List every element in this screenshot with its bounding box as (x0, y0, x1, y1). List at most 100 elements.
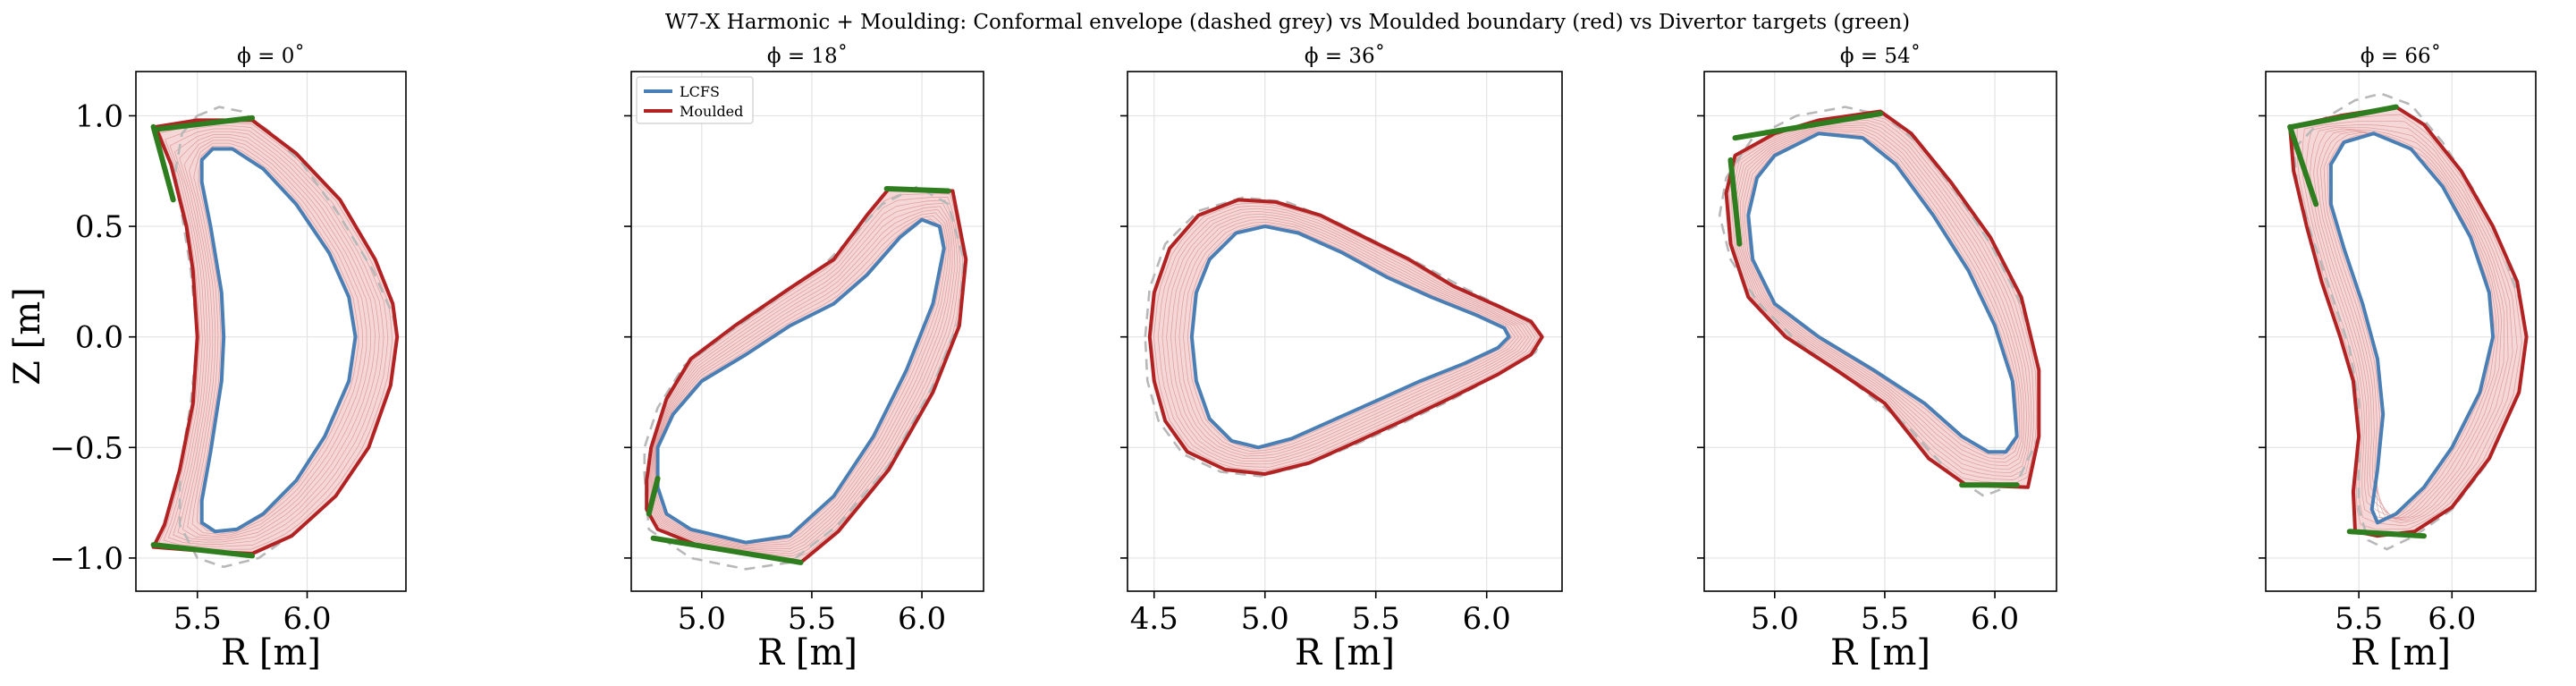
moulding-band (2290, 106, 2527, 537)
axes-frame (2265, 71, 2537, 592)
x-tick-label: 6.0 (283, 601, 331, 637)
contour-line (655, 218, 945, 543)
contour-line (1728, 114, 2037, 484)
divertor-target (1732, 111, 1883, 141)
x-tick-label: 6.0 (2428, 601, 2476, 637)
y-tick-label: −0.5 (49, 430, 123, 466)
divertor-target (150, 542, 256, 559)
plot-area (2287, 92, 2529, 551)
contour-line (1746, 132, 2019, 456)
contour-line (648, 197, 961, 557)
lcfs-line (2328, 131, 2496, 525)
moulded-line (1724, 109, 2041, 489)
lcfs-line (655, 217, 946, 545)
y-tick-label: −1.0 (49, 541, 123, 577)
x-tick-label: 6.0 (1971, 601, 2019, 637)
y-axis-label: Z [m] (7, 287, 48, 385)
contour-line (1737, 124, 2027, 470)
panel-4: 5.5 6.0 ϕ = 66˚ R [m] (2259, 44, 2537, 673)
x-tick-label: 5.0 (1241, 601, 1289, 637)
contour-line (1744, 131, 2021, 460)
x-tick-label: 5.0 (678, 601, 726, 637)
lcfs-line (1189, 224, 1511, 450)
contour-line (1187, 224, 1513, 450)
contour-line (1736, 122, 2030, 474)
moulding-band (153, 120, 398, 554)
x-axis-label: R [m] (1295, 632, 1395, 673)
moulded-line (2288, 105, 2529, 538)
contour-line (653, 208, 951, 547)
contour-line (191, 142, 363, 535)
x-tick-label: 6.0 (1463, 601, 1511, 637)
panel-title: ϕ = 18˚ (767, 44, 848, 68)
x-tick-label: 5.5 (1352, 601, 1400, 637)
contour-line (654, 212, 949, 546)
x-tick-label: 5.5 (788, 601, 836, 637)
legend-label: Moulded (680, 103, 743, 120)
plot-area (1718, 106, 2041, 498)
panel-title: ϕ = 0˚ (237, 44, 305, 68)
x-tick-label: 5.5 (1861, 601, 1909, 637)
contour-line (1153, 202, 1539, 471)
lcfs-line (1746, 131, 2019, 454)
contour-line (1742, 129, 2023, 463)
x-tick-label: 5.0 (1751, 601, 1799, 637)
contour-line (652, 206, 953, 549)
axes-frame (630, 71, 984, 592)
contour-line (1178, 218, 1519, 454)
y-tick-label: 1.0 (75, 98, 123, 134)
axes-frame (1127, 71, 1563, 592)
divertor-target (883, 186, 951, 194)
contour-line (2316, 130, 2503, 520)
panels: 5.5 6.01.00.50.0−0.5−1.0ϕ = 0˚R [m]5.0 5.5… (49, 44, 2537, 673)
axes-frame (1703, 71, 2057, 592)
divertor-target (646, 475, 661, 517)
contour-line (650, 203, 956, 552)
contour-line (1183, 222, 1516, 452)
panel-title: ϕ = 36˚ (1305, 44, 1385, 68)
contour-line (158, 123, 393, 550)
x-tick-label: 4.5 (1130, 601, 1178, 637)
divertor-target (150, 123, 176, 203)
contour-line (2313, 128, 2505, 521)
plot-area (1144, 196, 1544, 478)
x-tick-label: 6.0 (898, 601, 946, 637)
x-axis-label: R [m] (2351, 632, 2451, 673)
y-tick-label: 0.0 (75, 320, 123, 356)
moulded-line (1147, 198, 1544, 476)
contour-line (2296, 114, 2522, 530)
x-tick-label: 5.5 (2335, 601, 2383, 637)
x-axis-label: R [m] (757, 632, 857, 673)
panel-2: 4.5 5.0 5.5 6.0 ϕ = 36˚ R [m] (1120, 44, 1563, 673)
axes-frame (135, 71, 407, 592)
plot-area (643, 185, 968, 571)
contour-line (2319, 131, 2500, 519)
contour-line (1740, 127, 2024, 467)
plot-area (150, 106, 400, 569)
contour-line (163, 125, 389, 547)
x-axis-label: R [m] (221, 632, 321, 673)
contour-line (2323, 131, 2497, 519)
envelope-line (173, 106, 399, 569)
moulding-band (1726, 111, 2040, 487)
lcfs-line (199, 147, 358, 534)
y-tick-label: 0.5 (75, 209, 123, 245)
panel-3: 5.0 5.5 6.0 ϕ = 54˚ R [m] (1697, 44, 2057, 673)
contour-line (182, 137, 372, 539)
x-axis-label: R [m] (1830, 632, 1930, 673)
contour-line (177, 134, 376, 541)
x-tick-label: 5.5 (173, 601, 222, 637)
contour-line (196, 145, 359, 533)
divertor-target (2289, 104, 2399, 130)
legend: LCFS Moulded (636, 76, 754, 124)
panel-1: 5.0 5.5 6.0 ϕ = 18˚ R [m] LCFS Moulded (624, 44, 984, 673)
panel-0: 5.5 6.0 1.0 0.5 0.0 −0.5 −1.0 ϕ = 0˚ R [m] (49, 44, 407, 673)
panel-title: ϕ = 54˚ (1840, 44, 1921, 68)
contour-line (2306, 123, 2513, 523)
contour-line (187, 140, 367, 537)
contour-line (2310, 127, 2509, 521)
legend-label: LCFS (680, 83, 720, 100)
contour-line (1170, 213, 1526, 460)
contour-line (173, 131, 380, 543)
